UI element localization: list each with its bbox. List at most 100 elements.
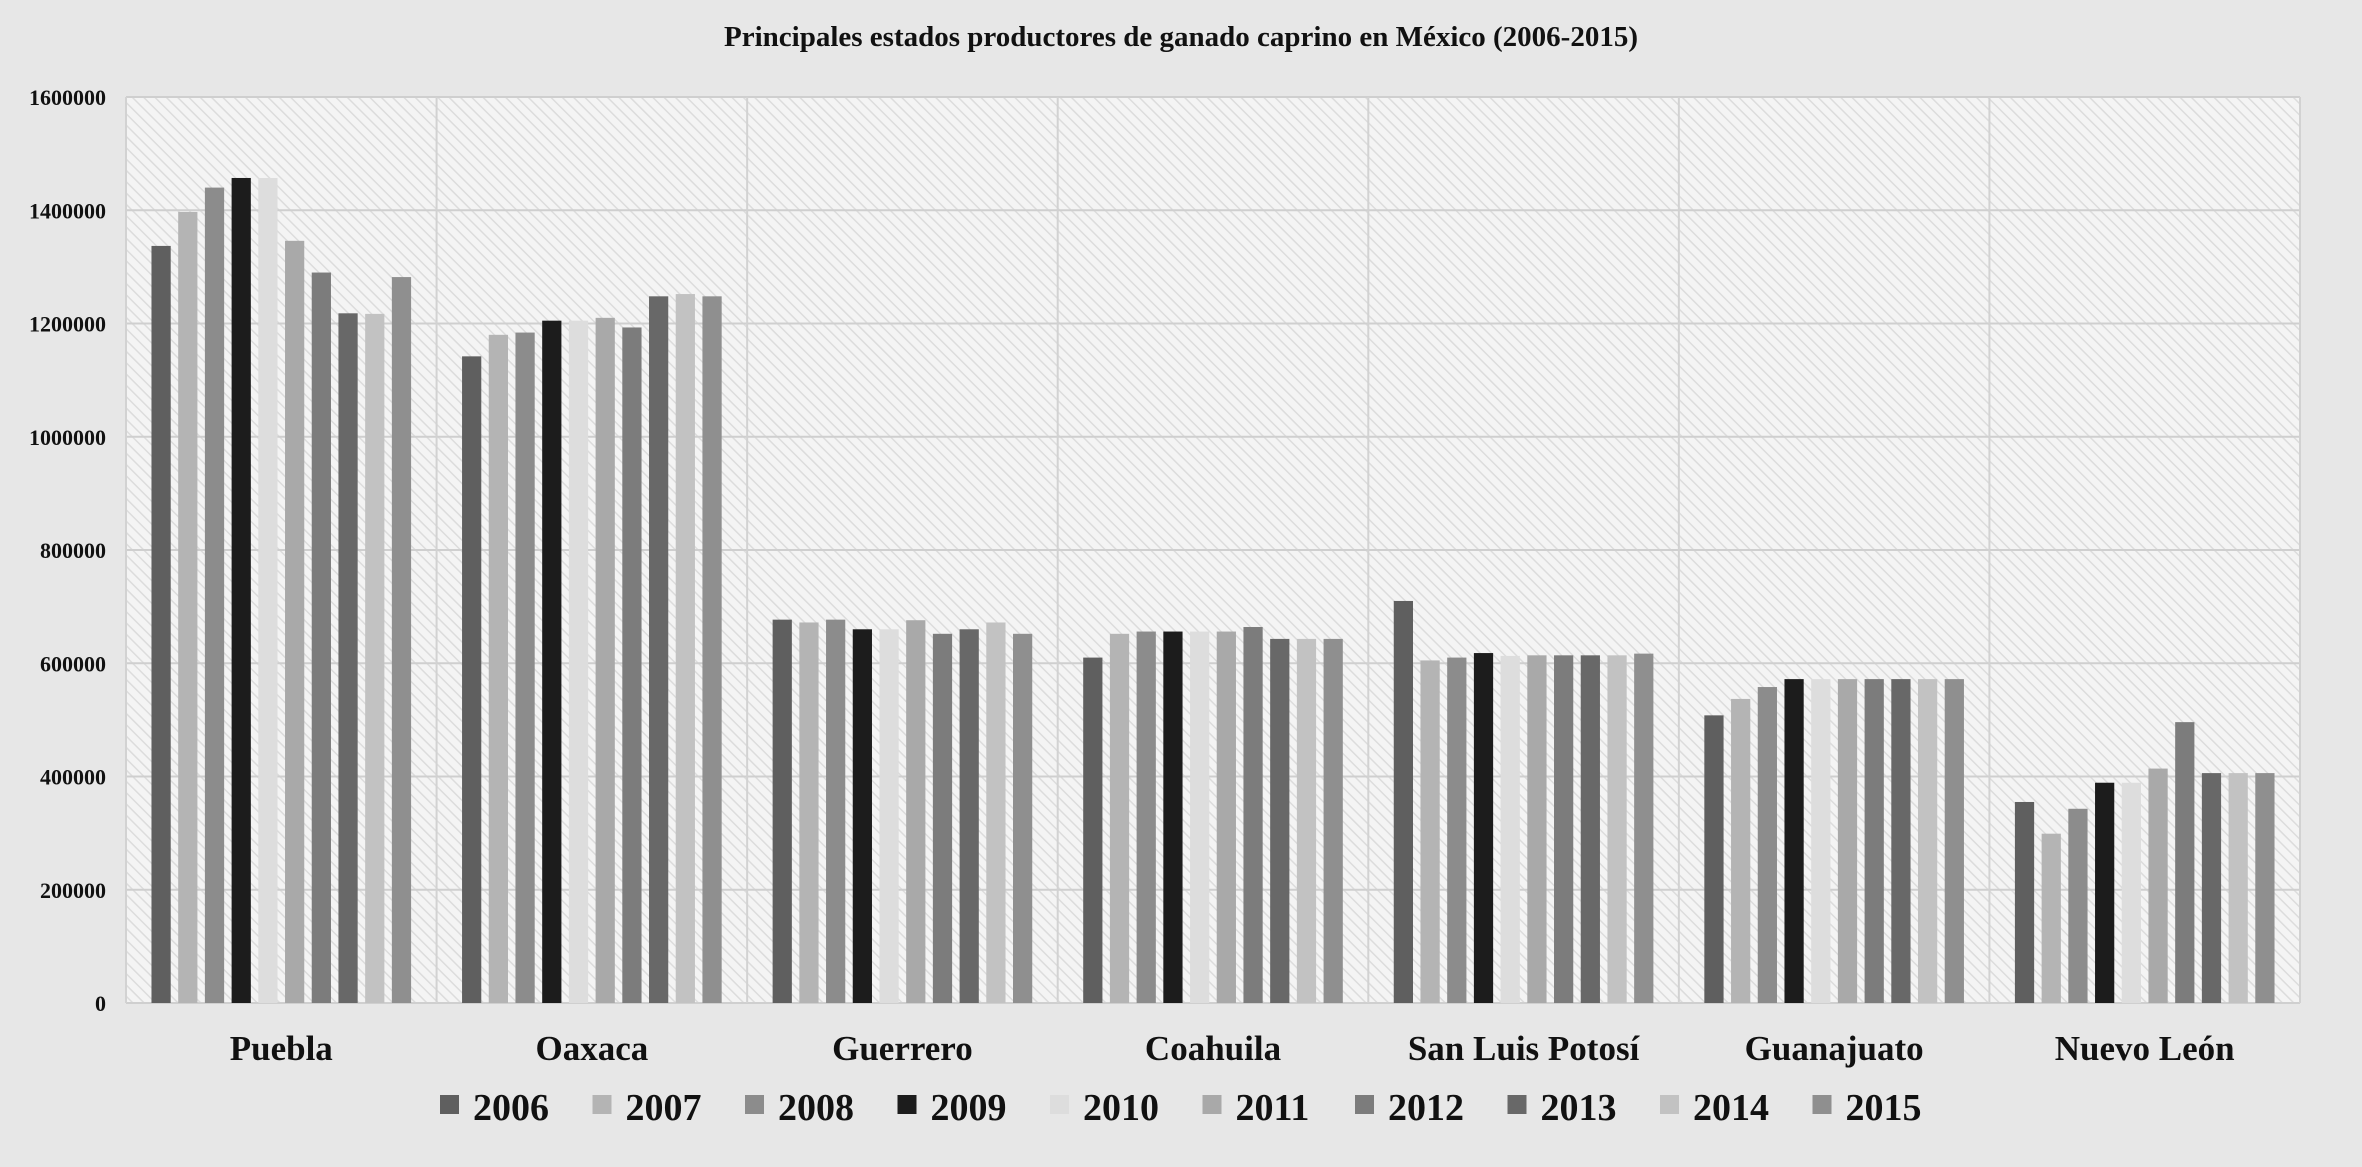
- bar: [2148, 768, 2168, 1003]
- bar: [231, 177, 251, 1003]
- bar: [675, 294, 695, 1003]
- bar: [986, 622, 1006, 1003]
- bar: [2068, 808, 2088, 1003]
- chart-title: Principales estados productores de ganad…: [724, 21, 1638, 53]
- bar: [1944, 679, 1964, 1003]
- bar: [2228, 773, 2248, 1003]
- y-tick-label: 600000: [40, 651, 106, 676]
- legend-label: 2008: [778, 1087, 854, 1129]
- bar: [1864, 679, 1884, 1003]
- bar: [1270, 638, 1290, 1003]
- bar: [1918, 679, 1938, 1003]
- bar: [1083, 657, 1103, 1003]
- y-tick-label: 200000: [40, 878, 106, 903]
- bar: [799, 622, 819, 1003]
- bar: [2121, 782, 2141, 1003]
- legend-swatch: [1660, 1095, 1679, 1114]
- bar: [1500, 655, 1520, 1003]
- bar: [826, 619, 846, 1003]
- legend-swatch: [592, 1095, 612, 1114]
- bar: [1704, 715, 1724, 1003]
- y-tick-label: 1400000: [29, 198, 106, 223]
- legend-label: 2010: [1083, 1087, 1159, 1129]
- bar: [285, 240, 305, 1003]
- x-tick-label: Oaxaca: [535, 1029, 648, 1068]
- legend-swatch: [1202, 1095, 1222, 1114]
- y-tick-label: 400000: [40, 765, 106, 790]
- bar: [338, 313, 358, 1003]
- y-axis-ticks: 0 200000 400000 600000 800000 1000000 1200000 1…: [29, 85, 106, 1016]
- legend-swatch: [1050, 1095, 1069, 1114]
- bar: [1216, 631, 1236, 1003]
- x-tick-label: San Luis Potosí: [1408, 1029, 1641, 1068]
- bar: [151, 245, 171, 1003]
- bar: [1580, 655, 1600, 1003]
- bar: [1891, 679, 1911, 1003]
- bar: [1473, 653, 1494, 1003]
- bar: [852, 629, 872, 1003]
- bar: [932, 633, 953, 1003]
- legend-swatch: [440, 1095, 459, 1114]
- y-tick-label: 1000000: [29, 425, 106, 450]
- bar: [311, 272, 331, 1004]
- bar: [702, 296, 722, 1003]
- bar: [1607, 655, 1627, 1003]
- bar: [959, 629, 979, 1003]
- y-tick-label: 1600000: [29, 85, 106, 110]
- bar: [879, 629, 899, 1003]
- x-tick-label: Guerrero: [832, 1029, 973, 1068]
- bar: [1447, 657, 1467, 1003]
- bar: [1190, 631, 1210, 1003]
- y-tick-label: 1200000: [29, 312, 106, 337]
- bar: [204, 187, 225, 1004]
- bar: [1837, 679, 1858, 1003]
- bar: [649, 296, 669, 1003]
- bar: [1757, 687, 1777, 1003]
- bar: [1811, 679, 1831, 1003]
- bar: [542, 320, 562, 1003]
- bar: [1163, 631, 1183, 1003]
- bar: [391, 277, 412, 1003]
- bar: [622, 327, 642, 1003]
- bar: [515, 332, 535, 1003]
- bar: [2201, 773, 2222, 1003]
- bar: [1784, 679, 1804, 1003]
- bar: [1323, 638, 1343, 1003]
- x-tick-label: Nuevo León: [2055, 1029, 2235, 1068]
- bar: [1013, 633, 1033, 1003]
- legend-label: 2014: [1693, 1087, 1769, 1129]
- bar: [595, 317, 615, 1003]
- bar: [488, 334, 508, 1003]
- bars: [151, 177, 2275, 1004]
- bar: [568, 320, 589, 1003]
- bar: [1109, 633, 1130, 1003]
- bar: [772, 619, 792, 1003]
- legend-label: 2012: [1388, 1087, 1464, 1129]
- bar: [1393, 600, 1413, 1003]
- legend-label: 2007: [626, 1087, 702, 1129]
- legend-label: 2013: [1541, 1087, 1617, 1129]
- legend-label: 2015: [1846, 1087, 1922, 1129]
- bar: [1527, 655, 1547, 1003]
- x-axis-ticks: Puebla Oaxaca Guerrero Coahuila San Luis Pot…: [230, 1029, 2235, 1068]
- bar: [1136, 631, 1156, 1003]
- legend-swatch: [1507, 1095, 1527, 1114]
- bar: [178, 211, 198, 1004]
- bar: [462, 356, 482, 1003]
- bar: [2255, 773, 2275, 1003]
- legend-label: 2009: [931, 1087, 1007, 1129]
- bar: [1634, 653, 1654, 1003]
- legend: 2006 2007 2008 2009 2010 2011 2012 2013 2014 2015: [440, 1087, 1922, 1129]
- x-tick-label: Puebla: [230, 1029, 333, 1068]
- legend-label: 2006: [473, 1087, 549, 1129]
- bar: [258, 177, 278, 1003]
- y-tick-label: 800000: [40, 538, 106, 563]
- bar: [2175, 722, 2195, 1003]
- bar: [1731, 698, 1751, 1003]
- legend-swatch: [1812, 1095, 1832, 1114]
- bar: [2014, 801, 2035, 1003]
- bar: [1243, 627, 1263, 1003]
- bar: [1554, 655, 1574, 1003]
- bar: [365, 313, 385, 1003]
- x-tick-label: Coahuila: [1145, 1029, 1281, 1068]
